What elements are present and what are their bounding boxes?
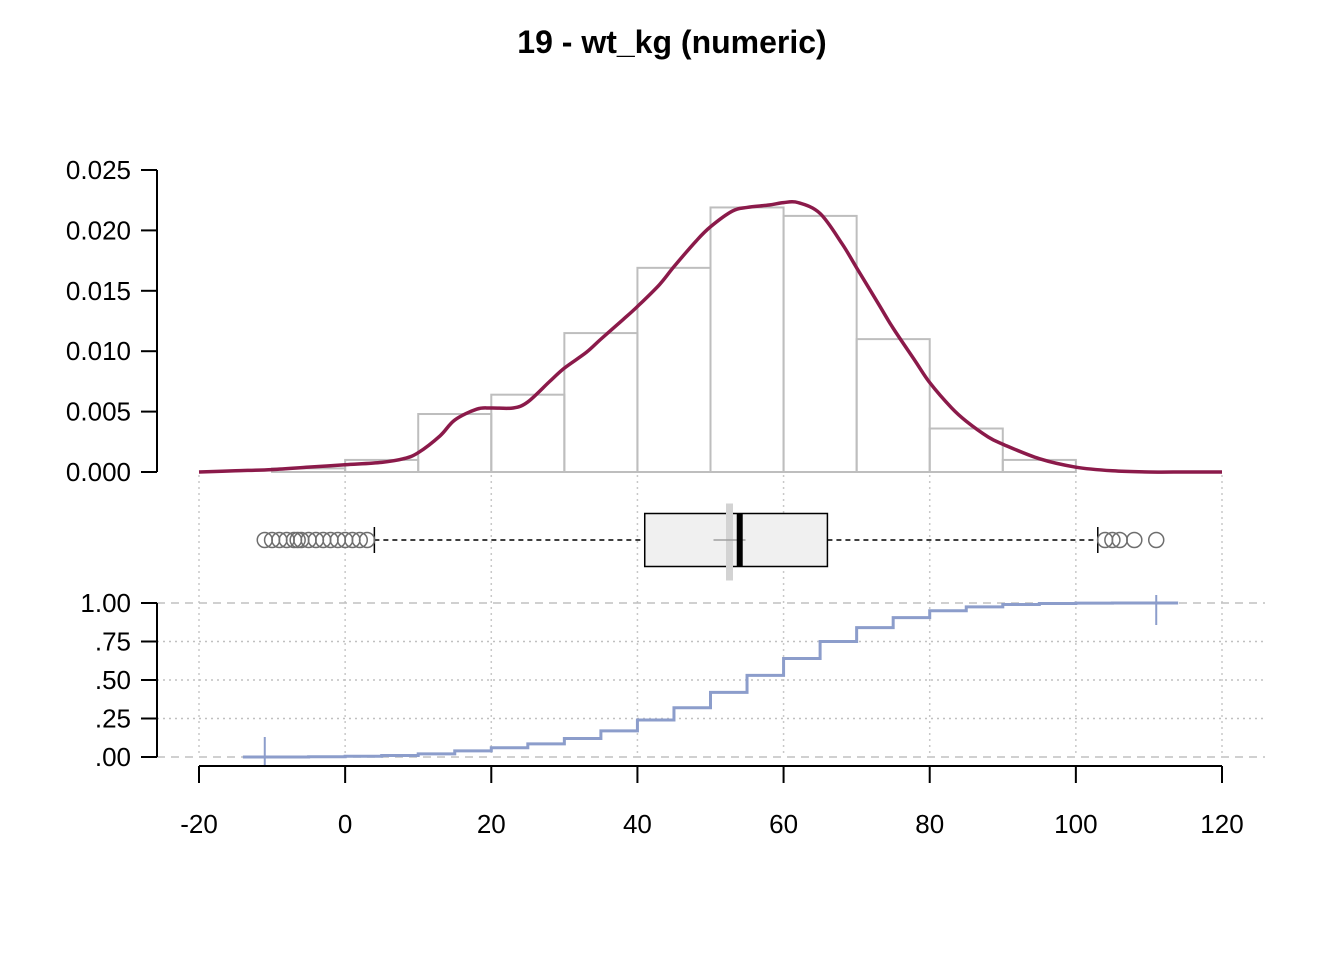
density-curve: [198, 199, 1222, 474]
x-tick-label: 20: [477, 809, 506, 839]
x-tick-label: 60: [769, 809, 798, 839]
histogram-bar: [855, 338, 931, 473]
histogram-bar: [563, 332, 639, 473]
boxplot: [256, 503, 1165, 581]
histogram-bar: [928, 427, 1004, 473]
boxplot-outlier: [1104, 531, 1121, 549]
histogram-y-tick-label: 0.020: [66, 215, 131, 245]
boxplot-outlier: [358, 531, 376, 549]
histogram-y-tick-label: 0.000: [66, 457, 131, 487]
histogram-y-tick-label: 0.005: [66, 397, 131, 427]
x-tick-label: -20: [180, 809, 218, 839]
ecdf: [157, 595, 1265, 765]
boxplot-outlier: [1126, 531, 1143, 549]
ecdf-curve: [242, 601, 1179, 759]
histogram-y-tick-label: 0.010: [66, 336, 131, 366]
ecdf-y-tick-label: 1.00: [80, 588, 131, 618]
histogram-y-tick-label: 0.015: [66, 276, 131, 306]
x-tick-label: 120: [1200, 809, 1243, 839]
histogram-bar: [709, 206, 785, 473]
boxplot-outlier: [1147, 531, 1165, 549]
x-tick-label: 100: [1054, 809, 1097, 839]
boxplot-outlier: [289, 531, 306, 549]
ecdf-y-tick-label: .75: [95, 627, 131, 657]
axes: 0.000 0.005 0.010 0.015 0.020 0.025 .00 .25 .50.…: [66, 155, 1244, 839]
ecdf-y-tick-label: .25: [95, 704, 131, 734]
histogram-bar: [782, 214, 858, 474]
grid-lines: [198, 475, 1223, 757]
histogram: [271, 206, 1077, 474]
histogram-bar: [636, 266, 712, 473]
ecdf-y-tick-label: .50: [95, 665, 131, 695]
histogram-y-tick-label: 0.025: [66, 155, 131, 185]
histogram-bar: [490, 393, 566, 473]
x-tick-label: 0: [338, 809, 352, 839]
x-tick-label: 40: [623, 809, 652, 839]
chart-title: 19 - wt_kg (numeric): [517, 24, 826, 60]
x-tick-label: 80: [915, 809, 944, 839]
ecdf-y-tick-label: .00: [95, 742, 131, 772]
boxplot-outlier: [351, 531, 369, 549]
